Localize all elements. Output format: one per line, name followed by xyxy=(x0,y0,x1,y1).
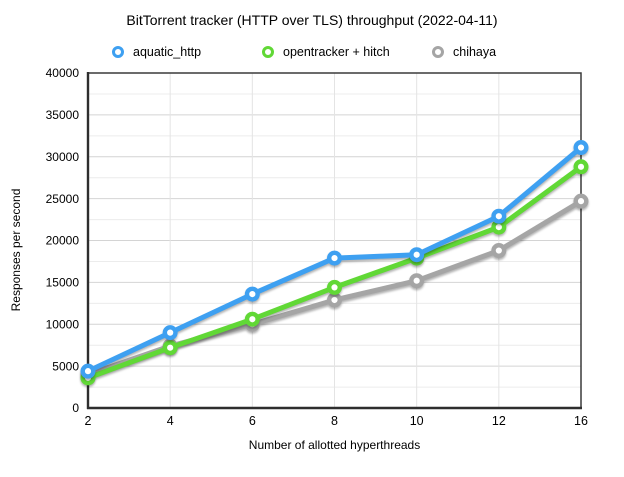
legend-label: aquatic_http xyxy=(133,45,202,59)
x-tick-label: 16 xyxy=(574,414,588,428)
x-tick-label: 4 xyxy=(167,414,174,428)
x-tick-label: 12 xyxy=(492,414,506,428)
plot-border xyxy=(86,72,582,410)
data-point xyxy=(409,273,425,289)
data-point xyxy=(327,279,343,295)
data-point xyxy=(491,243,507,259)
y-tick-label: 30000 xyxy=(46,150,80,164)
data-point xyxy=(491,208,507,224)
legend-label: opentracker + hitch xyxy=(283,45,390,59)
y-tick-label: 0 xyxy=(72,401,79,415)
data-point xyxy=(409,247,425,263)
data-point xyxy=(573,193,589,209)
data-point xyxy=(327,292,343,308)
chart-title: BitTorrent tracker (HTTP over TLS) throu… xyxy=(126,12,498,28)
x-axis-title: Number of allotted hyperthreads xyxy=(248,438,421,452)
y-tick-label: 10000 xyxy=(46,317,80,331)
legend-label: chihaya xyxy=(453,45,497,59)
y-tick-label: 35000 xyxy=(46,108,80,122)
x-tick-label: 2 xyxy=(85,414,92,428)
y-tick-label: 25000 xyxy=(46,192,80,206)
y-tick-label: 20000 xyxy=(46,234,80,248)
data-point xyxy=(162,325,178,341)
series-aquatic-http xyxy=(80,140,589,379)
legend-item-aquatic-http: aquatic_http xyxy=(112,45,201,59)
data-point xyxy=(80,363,96,379)
x-tick-label: 6 xyxy=(249,414,256,428)
y-tick-label: 5000 xyxy=(52,359,79,373)
legend-ring-icon xyxy=(112,46,124,58)
data-point xyxy=(573,159,589,175)
data-point xyxy=(327,250,343,266)
legend-item-chihaya: chihaya xyxy=(432,45,496,59)
y-tick-label: 40000 xyxy=(46,66,80,80)
x-tick-label: 10 xyxy=(410,414,424,428)
axis-tick-labels: 0 5000 10000 15000 20000 25000 30000 35000 40000… xyxy=(46,66,588,428)
data-point xyxy=(244,311,260,327)
data-point xyxy=(573,140,589,156)
gridlines xyxy=(88,73,581,408)
data-point xyxy=(244,286,260,302)
legend-ring-icon xyxy=(262,46,274,58)
x-tick-label: 8 xyxy=(331,414,338,428)
legend-item-opentracker-hitch: opentracker + hitch xyxy=(262,45,390,59)
data-point xyxy=(162,340,178,356)
legend-ring-icon xyxy=(432,46,444,58)
y-tick-label: 15000 xyxy=(46,276,80,290)
